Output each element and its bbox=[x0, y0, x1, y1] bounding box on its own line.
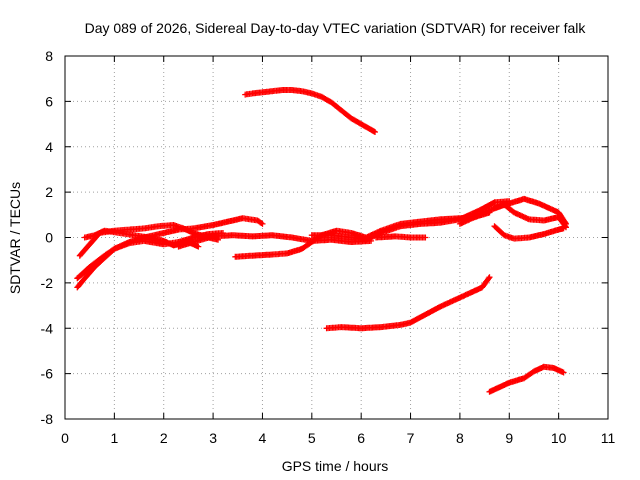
y-tick-label: 0 bbox=[45, 230, 53, 246]
data-point-markers bbox=[308, 198, 513, 243]
y-tick-label: 2 bbox=[45, 184, 53, 200]
x-tick-label: 10 bbox=[551, 430, 567, 446]
x-tick-label: 1 bbox=[110, 430, 118, 446]
series-track-g bbox=[308, 198, 513, 243]
y-axis-label: SDTVAR / TECUs bbox=[7, 182, 23, 294]
series-track-high bbox=[242, 87, 378, 135]
x-tick-label: 7 bbox=[407, 430, 415, 446]
data-point-markers bbox=[491, 223, 567, 242]
x-tick-label: 8 bbox=[456, 430, 464, 446]
data-point-markers bbox=[373, 233, 429, 241]
x-tick-label: 6 bbox=[357, 430, 365, 446]
series-track-h bbox=[373, 233, 429, 241]
x-tick-label: 5 bbox=[308, 430, 316, 446]
x-tick-label: 9 bbox=[505, 430, 513, 446]
series-track-e bbox=[175, 232, 375, 250]
data-series bbox=[74, 87, 569, 395]
data-point-markers bbox=[242, 87, 378, 135]
x-tick-label: 4 bbox=[259, 430, 267, 446]
data-point-markers bbox=[491, 195, 569, 227]
y-tick-label: -2 bbox=[41, 275, 54, 291]
x-tick-label: 0 bbox=[61, 430, 69, 446]
y-tick-label: -6 bbox=[41, 366, 54, 382]
series-track-low2 bbox=[486, 363, 567, 395]
data-point-markers bbox=[323, 274, 493, 332]
data-point-markers bbox=[486, 363, 567, 395]
chart-title: Day 089 of 2026, Sidereal Day-to-day VTE… bbox=[85, 20, 587, 36]
y-tick-label: 4 bbox=[45, 139, 53, 155]
y-tick-label: 6 bbox=[45, 93, 53, 109]
y-tick-label: 8 bbox=[45, 48, 53, 64]
x-tick-label: 11 bbox=[601, 430, 616, 446]
grid bbox=[65, 56, 608, 419]
y-tick-label: -4 bbox=[41, 320, 54, 336]
series-track-j bbox=[491, 195, 569, 227]
x-axis-label: GPS time / hours bbox=[282, 458, 389, 474]
data-point-markers bbox=[175, 232, 375, 250]
x-tick-label: 3 bbox=[209, 430, 217, 446]
x-tick-label: 2 bbox=[160, 430, 168, 446]
y-tick-label: -8 bbox=[41, 411, 54, 427]
ticks: 0 1 2 3 4 5 6 7 8 9 10 11 -8 -6 -4 -2 0 2 4 6 8 bbox=[41, 48, 616, 446]
series-track-low1 bbox=[323, 274, 493, 332]
series-track-k bbox=[491, 223, 567, 242]
